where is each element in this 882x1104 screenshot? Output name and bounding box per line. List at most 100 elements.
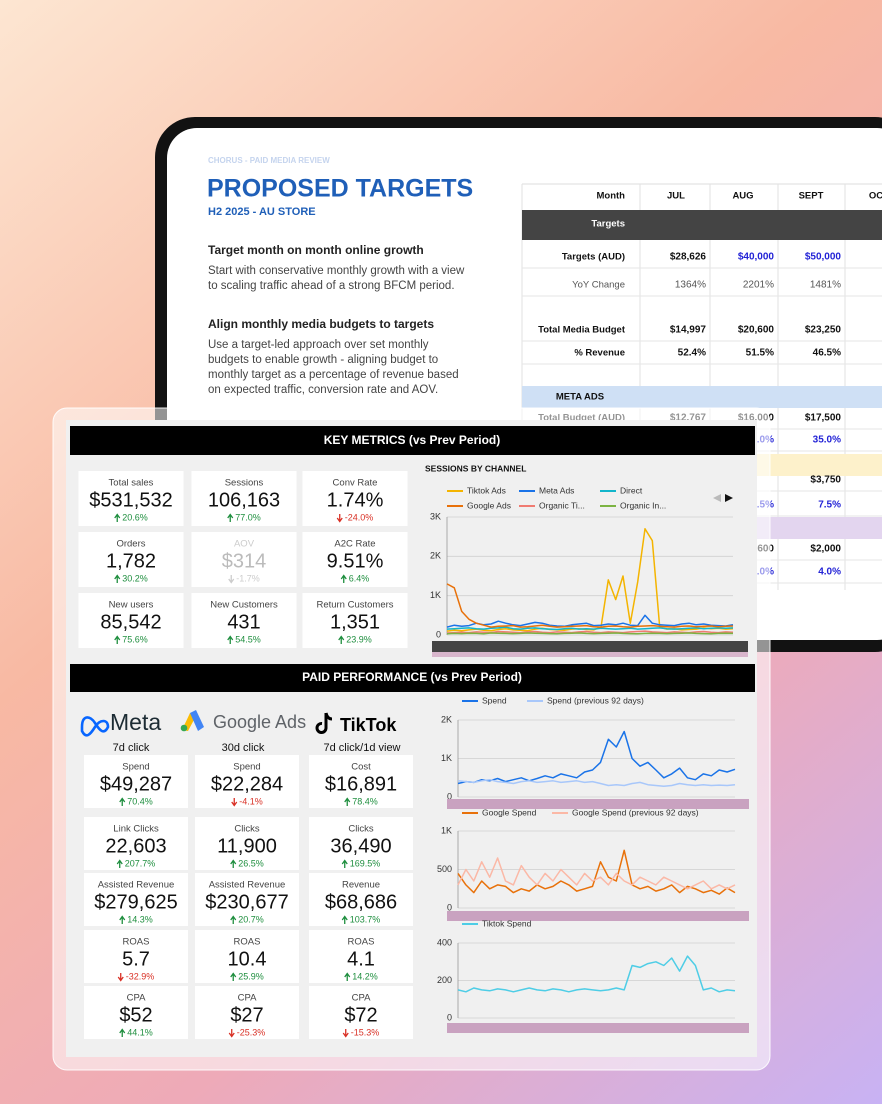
metric-delta: -1.7% <box>236 573 260 583</box>
cell: 35.0% <box>813 435 841 446</box>
cell: $28,626 <box>670 252 707 263</box>
scroll-strip <box>447 799 749 809</box>
cell: $50,000 <box>805 252 842 263</box>
series-line <box>446 528 734 632</box>
platform-name: Google Ads <box>213 712 306 732</box>
y-tick-label: 400 <box>437 937 452 947</box>
y-tick-label: 500 <box>437 864 452 874</box>
metric-delta: -4.1% <box>239 796 263 806</box>
metric-value: $16,891 <box>325 773 397 795</box>
table-header: JUL <box>667 191 685 202</box>
band-label: Targets <box>591 219 625 230</box>
delta-arrow <box>341 915 348 924</box>
metric-label: Revenue <box>342 880 380 891</box>
metric-label: Link Clicks <box>113 824 159 835</box>
cell: 51.5% <box>746 348 774 359</box>
section-bar <box>70 664 755 692</box>
page-subtitle: H2 2025 - AU STORE <box>208 206 316 218</box>
metric-card <box>191 471 297 526</box>
metric-delta: 14.3% <box>127 914 153 924</box>
delta-arrow <box>341 859 348 868</box>
table-band <box>522 210 882 240</box>
metric-label: CPA <box>352 993 371 1004</box>
metric-value: $279,625 <box>94 891 177 913</box>
series-line <box>457 778 736 787</box>
cell: $20,600 <box>738 325 775 336</box>
legend-label: Meta Ads <box>539 485 574 495</box>
section-body: on expected traffic, conversion rate and… <box>208 384 438 396</box>
row-label: YoY Change <box>572 280 625 291</box>
delta-arrow <box>119 797 126 806</box>
cell: 4.0% <box>818 567 841 578</box>
metric-label: CPA <box>127 993 146 1004</box>
metric-value: 9.51% <box>327 550 384 572</box>
metric-card <box>84 930 188 983</box>
y-tick-label: 2K <box>430 551 441 561</box>
delta-arrow <box>231 798 238 807</box>
metric-value: 85,542 <box>100 611 161 633</box>
cell: 2201% <box>743 280 774 291</box>
attribution-window: 7d click <box>113 742 150 754</box>
delta-arrow <box>230 972 237 981</box>
eyebrow: CHORUS - PAID MEDIA REVIEW <box>208 156 330 165</box>
metric-delta: 78.4% <box>352 796 378 806</box>
cell: 1481% <box>810 280 841 291</box>
metric-value: 11,900 <box>217 835 277 857</box>
metric-delta: 23.9% <box>346 634 372 644</box>
cell: $14,997 <box>670 325 707 336</box>
metric-delta: 54.5% <box>235 634 261 644</box>
metric-card <box>309 986 413 1039</box>
delta-arrow <box>344 797 351 806</box>
metric-value: $314 <box>222 550 267 572</box>
metric-label: Conv Rate <box>333 478 378 489</box>
metric-label: Cost <box>351 762 371 773</box>
cell: 7.5% <box>818 500 841 511</box>
metric-card <box>302 532 408 587</box>
series-line <box>446 614 734 628</box>
section-body: monthly target as a percentage of revenu… <box>208 369 459 381</box>
legend-label: Google Spend <box>482 807 537 817</box>
delta-arrow <box>117 973 124 982</box>
metric-card <box>309 873 413 926</box>
metric-card <box>195 755 299 808</box>
delta-arrow <box>230 915 237 924</box>
delta-arrow <box>340 574 347 583</box>
meta-icon <box>80 716 110 737</box>
cell: $23,250 <box>805 325 842 336</box>
cell: 1364% <box>675 280 706 291</box>
y-tick-label: 0 <box>447 902 452 912</box>
row-label: Targets (AUD) <box>562 252 625 263</box>
metric-delta: 20.6% <box>122 512 148 522</box>
metric-label: New Customers <box>210 600 278 611</box>
series-line <box>457 857 736 890</box>
metric-card <box>84 986 188 1039</box>
metric-card <box>84 873 188 926</box>
section-heading: Target month on month online growth <box>208 243 424 257</box>
metric-delta: 169.5% <box>350 858 381 868</box>
metric-delta: -15.3% <box>351 1027 380 1037</box>
metric-delta: -25.3% <box>237 1027 266 1037</box>
metric-label: ROAS <box>348 937 375 948</box>
metric-card <box>195 817 299 870</box>
series-line <box>457 955 736 993</box>
metric-card <box>84 755 188 808</box>
metric-card <box>191 532 297 587</box>
table-header: AUG <box>732 191 753 202</box>
metric-label: Assisted Revenue <box>209 880 286 891</box>
chart-title: SESSIONS BY CHANNEL <box>425 463 526 473</box>
platform-name: TikTok <box>340 715 397 735</box>
series-line <box>446 626 734 631</box>
metric-delta: 44.1% <box>127 1027 153 1037</box>
section-title: KEY METRICS (vs Prev Period) <box>324 433 501 447</box>
metric-card <box>195 873 299 926</box>
y-tick-label: 0 <box>447 791 452 801</box>
metric-delta: -24.0% <box>345 512 374 522</box>
section-body: to scaling traffic ahead of a strong BFC… <box>208 280 455 292</box>
cell: $2,000 <box>810 544 841 555</box>
metric-value: 10.4 <box>228 948 267 970</box>
metric-card <box>309 755 413 808</box>
scroll-strip <box>447 1023 749 1033</box>
cell: $17,500 <box>805 413 842 424</box>
metric-label: A2C Rate <box>334 539 375 550</box>
delta-arrow <box>338 635 345 644</box>
